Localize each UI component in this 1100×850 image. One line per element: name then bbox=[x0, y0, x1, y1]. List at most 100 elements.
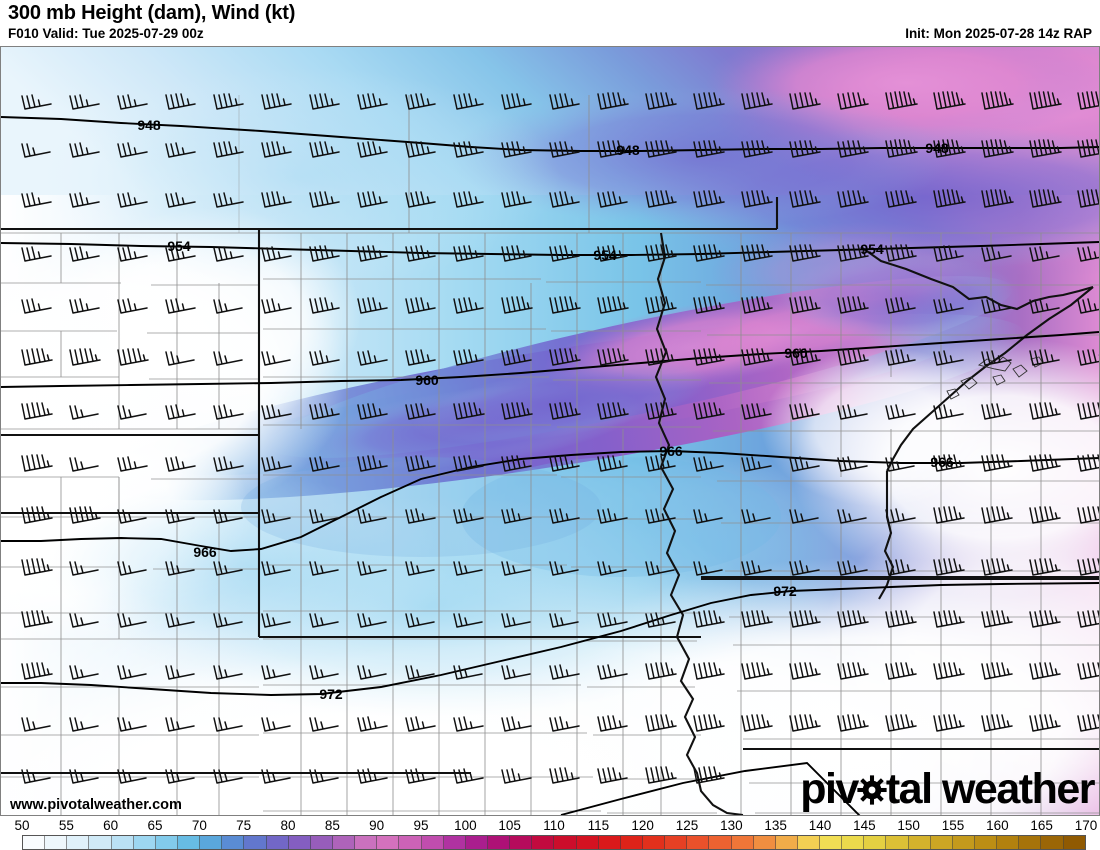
contour-label: 960 bbox=[784, 345, 808, 361]
colorbar-swatch bbox=[598, 836, 621, 849]
contour-972 bbox=[1, 582, 1099, 696]
map-canvas[interactable]: 9489489489549549549609609669669669729729… bbox=[0, 46, 1100, 816]
colorbar-tick-label: 65 bbox=[147, 818, 163, 833]
colorbar-swatch bbox=[576, 836, 599, 849]
colorbar-swatch bbox=[310, 836, 333, 849]
colorbar-swatch bbox=[133, 836, 156, 849]
contour-label: 948 bbox=[925, 140, 949, 156]
colorbar-swatch bbox=[731, 836, 754, 849]
colorbar-swatch bbox=[1063, 836, 1085, 849]
colorbar-tick-labels: 50 55 60 65 70 75 80 85 90 95 100 105 110 115 120 125 13… bbox=[0, 818, 1100, 833]
colorbar-tick-label: 90 bbox=[369, 818, 385, 833]
colorbar-swatch bbox=[465, 836, 488, 849]
colorbar-swatch bbox=[997, 836, 1020, 849]
colorbar-swatch bbox=[620, 836, 643, 849]
contour-label: 972 bbox=[319, 686, 343, 702]
contour-label: 966 bbox=[659, 443, 683, 459]
colorbar-tick-label: 140 bbox=[808, 818, 832, 833]
state-borders-layer bbox=[1, 197, 1099, 815]
colorbar-swatch bbox=[67, 836, 90, 849]
colorbar-swatch bbox=[399, 836, 422, 849]
pivotal-weather-logo: piv tal weather bbox=[800, 765, 1096, 813]
init-time-label: Init: Mon 2025-07-28 14z RAP bbox=[905, 26, 1092, 41]
logo-text-pre: piv bbox=[800, 765, 859, 813]
colorbar-tick-label: 150 bbox=[897, 818, 920, 833]
contour-label: 972 bbox=[773, 583, 797, 599]
website-watermark: www.pivotalweather.com bbox=[10, 797, 182, 813]
colorbar-swatch bbox=[355, 836, 378, 849]
colorbar-tick-label: 55 bbox=[58, 818, 74, 833]
colorbar-tick-label: 110 bbox=[543, 818, 565, 833]
colorbar-tick-label: 75 bbox=[236, 818, 252, 833]
gear-icon bbox=[857, 770, 887, 805]
colorbar-swatch bbox=[753, 836, 776, 849]
colorbar-swatch bbox=[111, 836, 134, 849]
colorbar-tick-label: 160 bbox=[986, 818, 1009, 833]
colorbar-tick-label: 145 bbox=[853, 818, 876, 833]
colorbar-swatch bbox=[510, 836, 533, 849]
colorbar-swatch bbox=[532, 836, 555, 849]
colorbar-swatch bbox=[775, 836, 798, 849]
contour-label: 960 bbox=[415, 372, 439, 388]
colorbar-tick-label: 70 bbox=[191, 818, 207, 833]
colorbar[interactable]: 50 55 60 65 70 75 80 85 90 95 100 105 110 115 120 125 13… bbox=[0, 818, 1100, 850]
colorbar-swatch bbox=[842, 836, 865, 849]
colorbar-swatch bbox=[487, 836, 511, 849]
contour-label: 954 bbox=[167, 238, 191, 254]
colorbar-swatch bbox=[443, 836, 466, 849]
colorbar-tick-label: 115 bbox=[587, 818, 610, 833]
colorbar-swatch bbox=[266, 836, 289, 849]
contour-978 bbox=[560, 761, 861, 815]
logo-text-post: tal weather bbox=[885, 765, 1096, 813]
contour-label: 948 bbox=[137, 117, 161, 133]
contour-label: 966 bbox=[930, 454, 954, 470]
colorbar-swatch bbox=[864, 836, 887, 849]
colorbar-swatch bbox=[89, 836, 112, 849]
valid-time-label: F010 Valid: Tue 2025-07-29 00z bbox=[8, 26, 204, 41]
colorbar-swatch bbox=[421, 836, 444, 849]
colorbar-swatch bbox=[930, 836, 953, 849]
contour-label: 948 bbox=[616, 142, 640, 158]
colorbar-swatch bbox=[975, 836, 998, 849]
colorbar-swatch bbox=[665, 836, 688, 849]
colorbar-tick-label: 135 bbox=[764, 818, 787, 833]
page-title: 300 mb Height (dam), Wind (kt) bbox=[8, 2, 296, 24]
colorbar-tick-label: 125 bbox=[675, 818, 699, 833]
colorbar-tick-label: 165 bbox=[1030, 818, 1053, 833]
contour-966 bbox=[1, 450, 1099, 552]
contour-label: 954 bbox=[860, 241, 884, 257]
contour-960 bbox=[1, 331, 1099, 388]
colorbar-tick-label: 50 bbox=[14, 818, 30, 833]
colorbar-swatch bbox=[288, 836, 311, 849]
contour-948 bbox=[1, 116, 1099, 152]
colorbar-swatch bbox=[155, 836, 178, 849]
colorbar-tick-label: 105 bbox=[498, 818, 521, 833]
map-header: 300 mb Height (dam), Wind (kt) F010 Vali… bbox=[0, 0, 1100, 46]
colorbar-swatch bbox=[642, 836, 666, 849]
colorbar-swatch bbox=[23, 836, 46, 849]
colorbar-swatch bbox=[687, 836, 710, 849]
colorbar-tick-label: 60 bbox=[103, 818, 119, 833]
colorbar-swatch bbox=[222, 836, 245, 849]
contour-label: 954 bbox=[593, 247, 617, 263]
colorbar-swatch bbox=[1041, 836, 1064, 849]
contour-label: 966 bbox=[193, 544, 217, 560]
colorbar-swatch bbox=[709, 836, 732, 849]
colorbar-swatch bbox=[797, 836, 821, 849]
colorbar-swatch bbox=[244, 836, 267, 849]
colorbar-tick-label: 100 bbox=[454, 818, 477, 833]
colorbar-swatch bbox=[377, 836, 400, 849]
colorbar-swatch bbox=[908, 836, 931, 849]
colorbar-tick-label: 170 bbox=[1074, 818, 1098, 833]
colorbar-swatch bbox=[200, 836, 223, 849]
colorbar-swatch bbox=[45, 836, 68, 849]
colorbar-tick-label: 155 bbox=[941, 818, 965, 833]
contour-labels-layer: 9489489489549549549609609669669669729729… bbox=[137, 117, 954, 702]
colorbar-swatch bbox=[177, 836, 201, 849]
colorbar-swatch bbox=[886, 836, 909, 849]
colorbar-swatch bbox=[820, 836, 843, 849]
colorbar-tick-label: 80 bbox=[280, 818, 296, 833]
colorbar-tick-label: 85 bbox=[324, 818, 340, 833]
colorbar-swatches[interactable] bbox=[22, 835, 1086, 850]
